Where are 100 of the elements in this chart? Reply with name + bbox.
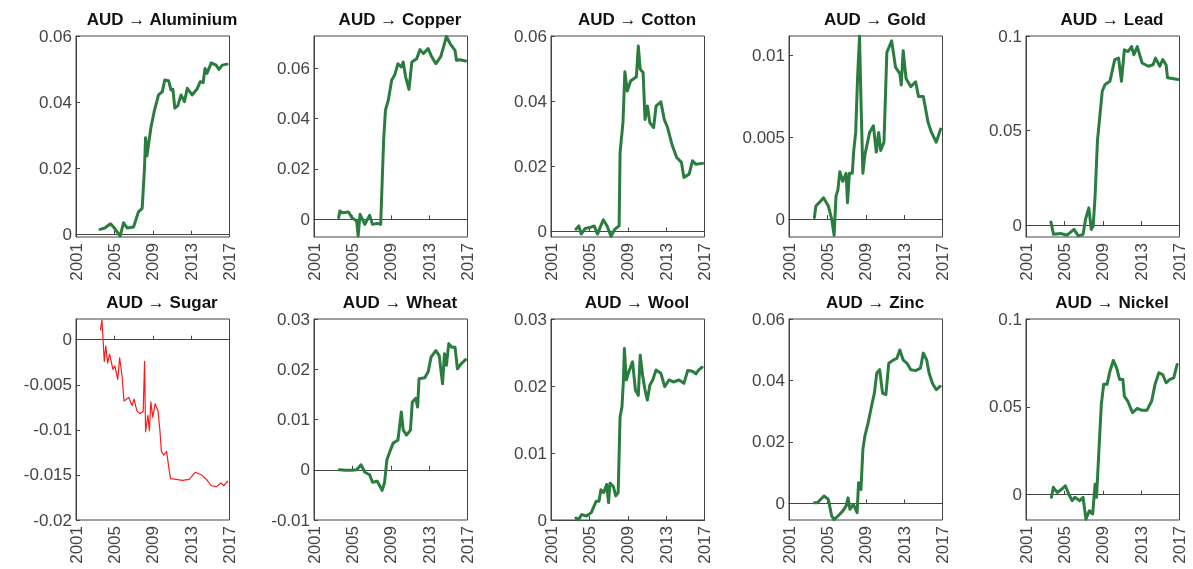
y-tick-label: 0.05	[988, 397, 1022, 417]
x-tick-label: 2009	[618, 526, 638, 564]
chart-title: AUD → Copper	[338, 10, 462, 29]
x-tick-label: 2001	[541, 243, 561, 281]
y-tick-label: 0.04	[513, 91, 547, 111]
y-tick-label: -0.005	[23, 375, 72, 395]
y-tick-label: 0.06	[276, 58, 310, 78]
line-series	[1049, 358, 1179, 521]
y-tick-label: 0	[775, 493, 785, 513]
y-tick-label: 0.04	[276, 109, 310, 129]
x-tick-label: 2005	[817, 526, 837, 564]
y-tick-label: 0.1	[998, 26, 1022, 46]
x-tick-label: 2005	[579, 243, 599, 281]
x-tick-label: 2009	[143, 243, 163, 281]
y-tick-label: 0	[537, 221, 547, 241]
x-tick-label: 2017	[932, 243, 952, 281]
x-tick-label: 2001	[779, 526, 798, 564]
x-tick-label: 2017	[932, 526, 952, 564]
x-tick-label: 2001	[779, 243, 798, 281]
y-tick-label: 0	[300, 460, 310, 480]
x-tick-label: 2009	[855, 526, 875, 564]
y-tick-label: 0	[62, 225, 72, 245]
chart-title: AUD → Aluminium	[86, 10, 238, 29]
line-series	[99, 319, 229, 488]
x-tick-label: 2005	[342, 526, 362, 564]
y-tick-label: 0.02	[513, 156, 547, 176]
chart-title: AUD → Zinc	[825, 293, 924, 312]
x-tick-label: 2017	[1170, 526, 1189, 564]
x-tick-label: 2009	[1093, 243, 1113, 281]
x-tick-label: 2001	[66, 243, 86, 281]
y-tick-label: 0.03	[513, 309, 547, 329]
x-tick-label: 2001	[1016, 526, 1036, 564]
x-tick-label: 2013	[419, 526, 439, 564]
y-tick-label: 0.01	[276, 410, 310, 429]
x-tick-label: 2009	[380, 243, 400, 281]
y-tick-label: 0.02	[276, 159, 310, 179]
y-tick-label: -0.015	[23, 465, 72, 485]
x-tick-label: 2017	[220, 243, 239, 281]
y-tick-label: 0.05	[988, 121, 1022, 141]
line-series	[574, 346, 704, 522]
x-tick-label: 2001	[304, 243, 323, 281]
x-tick-label: 2017	[457, 243, 477, 281]
x-tick-label: 2013	[656, 526, 676, 564]
y-tick-label: 0.01	[751, 46, 785, 66]
x-tick-label: 2005	[104, 243, 124, 281]
x-tick-label: 2005	[1054, 243, 1074, 281]
x-tick-label: 2005	[104, 526, 124, 564]
chart-title: AUD → Sugar	[106, 293, 219, 312]
line-series	[98, 61, 229, 238]
x-tick-label: 2009	[1093, 526, 1113, 564]
y-tick-label: 0.02	[38, 158, 72, 178]
y-tick-label: 0.06	[38, 26, 72, 46]
chart-title: AUD → Wool	[584, 293, 690, 312]
x-tick-label: 2017	[695, 243, 714, 281]
x-tick-label: 2013	[894, 526, 914, 564]
y-tick-label: 0.06	[751, 309, 785, 329]
y-tick-label: 0.02	[513, 376, 547, 396]
x-tick-label: 2009	[380, 526, 400, 564]
y-tick-label: 0.06	[513, 26, 547, 46]
y-tick-label: 0	[775, 209, 785, 229]
y-tick-label: 0	[1012, 485, 1022, 505]
chart-title: AUD → Nickel	[1055, 293, 1169, 312]
x-tick-label: 2017	[695, 526, 714, 564]
chart-title: AUD → Lead	[1060, 10, 1164, 29]
y-tick-label: 0.04	[751, 370, 785, 390]
line-series	[336, 35, 467, 238]
x-tick-label: 2013	[419, 243, 439, 281]
x-tick-label: 2005	[1054, 526, 1074, 564]
x-tick-label: 2009	[618, 243, 638, 281]
x-tick-label: 2017	[457, 526, 477, 564]
line-series	[337, 342, 467, 492]
x-tick-label: 2013	[656, 243, 676, 281]
line-series	[812, 348, 942, 522]
x-tick-label: 2009	[143, 526, 163, 564]
x-tick-label: 2017	[1170, 243, 1189, 281]
y-tick-label: 0	[300, 209, 310, 229]
x-tick-label: 2013	[1131, 243, 1151, 281]
x-tick-label: 2005	[817, 243, 837, 281]
y-tick-label: 0.02	[751, 432, 785, 452]
x-tick-label: 2013	[181, 243, 201, 281]
x-tick-label: 2009	[855, 243, 875, 281]
chart-title: AUD → Wheat	[342, 293, 457, 312]
y-tick-label: 0	[62, 330, 72, 350]
x-tick-label: 2013	[1131, 526, 1151, 564]
x-tick-label: 2005	[579, 526, 599, 564]
x-tick-label: 2013	[181, 526, 201, 564]
chart-title: AUD → Gold	[823, 10, 926, 29]
x-tick-label: 2001	[1016, 243, 1036, 281]
y-tick-label: 0.03	[276, 309, 310, 329]
chart-title: AUD → Cotton	[577, 10, 697, 29]
y-tick-label: 0.04	[38, 92, 72, 112]
y-tick-label: 0.005	[741, 127, 785, 147]
y-tick-label: 0.1	[998, 309, 1022, 329]
y-tick-label: -0.01	[33, 420, 72, 440]
line-series	[574, 44, 705, 238]
line-series	[812, 34, 942, 237]
x-tick-label: 2005	[342, 243, 362, 281]
line-series	[1049, 45, 1180, 238]
x-tick-label: 2017	[220, 526, 239, 564]
x-tick-label: 2013	[894, 243, 914, 281]
